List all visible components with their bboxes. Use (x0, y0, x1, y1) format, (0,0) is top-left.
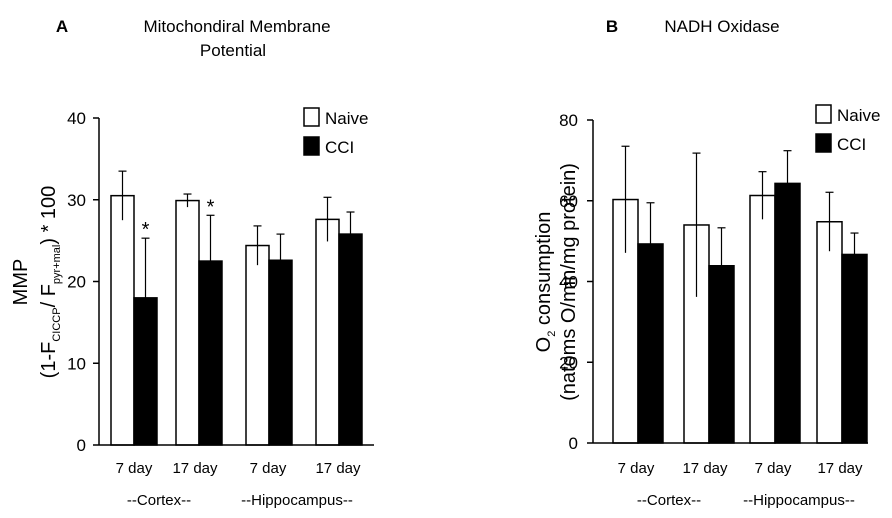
x-category-label: 17 day (315, 460, 361, 477)
y-tick-label: 20 (67, 273, 86, 292)
x-group-labels: --Cortex-- --Hippocampus-- (637, 492, 855, 509)
bar-naive (175, 199, 200, 446)
legend: Naive CCI (815, 104, 880, 154)
x-category-labels: 7 day 17 day 7 day 17 day (116, 460, 361, 477)
x-category-label: 7 day (755, 460, 792, 477)
x-category-label: 7 day (618, 460, 655, 477)
bar-cci (338, 233, 363, 446)
y-tick-label: 0 (77, 436, 86, 455)
y-tick-label: 40 (67, 109, 86, 128)
y-label-suffix: consumption (533, 212, 555, 331)
x-group-label: --Hippocampus-- (241, 492, 353, 509)
chart-panel-b: B NADH Oxidase O2 consumption (natoms O/… (533, 17, 880, 509)
x-group-label: --Hippocampus-- (743, 492, 855, 509)
chart-title-line-1: NADH Oxidase (664, 17, 779, 36)
y-label-sep: / F (38, 284, 60, 307)
legend-swatch-naive (303, 107, 320, 127)
bar-naive (245, 244, 270, 446)
bar-naive (749, 194, 776, 444)
bar-cci (841, 253, 868, 444)
chart-title-line-2: Potential (200, 41, 266, 60)
legend-label-cci: CCI (837, 135, 866, 154)
legend-swatch-naive (815, 104, 832, 124)
y-tick-label: 30 (67, 191, 86, 210)
y-axis-label-line-2: (natoms O/min/mg protein) (558, 163, 580, 401)
x-category-label: 17 day (817, 460, 863, 477)
significance-markers: ** (142, 196, 215, 241)
y-axis-label-line-2: (1-FCICCP/ Fpyr+mal) * 100 (38, 186, 63, 379)
bar-cci (268, 259, 293, 446)
bar-naive (110, 194, 135, 446)
x-group-label: --Cortex-- (637, 492, 701, 509)
bars (110, 170, 363, 446)
chart-title-line-1: Mitochondiral Membrane (143, 17, 330, 36)
bar-naive (816, 220, 843, 444)
significance-asterisk: * (142, 219, 150, 241)
y-tick-label: 60 (559, 192, 578, 211)
legend-label-cci: CCI (325, 138, 354, 157)
bar-cci (774, 182, 801, 444)
x-category-label: 17 day (172, 460, 218, 477)
x-category-label: 7 day (116, 460, 153, 477)
y-tick-label: 20 (559, 353, 578, 372)
legend-label-naive: Naive (325, 109, 368, 128)
panel-label: B (606, 17, 618, 36)
legend-swatch-cci (815, 133, 832, 153)
significance-asterisk: * (207, 196, 215, 218)
panel-label: A (56, 17, 68, 36)
chart-panel-a: A Mitochondiral Membrane Potential MMP (… (10, 17, 374, 509)
y-axis-label-line-1: MMP (10, 259, 32, 306)
y-tick-label: 40 (559, 273, 578, 292)
y-label-sub: 2 (546, 331, 558, 337)
bar-naive (315, 218, 340, 446)
legend: Naive CCI (303, 107, 368, 157)
x-category-label: 17 day (682, 460, 728, 477)
y-label-sub-1: CICCP (51, 307, 63, 341)
x-category-label: 7 day (250, 460, 287, 477)
y-tick-label: 0 (569, 434, 578, 453)
y-axis-label-line-1: O2 consumption (533, 212, 558, 353)
bars (612, 145, 868, 444)
y-label-suffix: ) * 100 (38, 186, 60, 245)
y-axis-ticks: 0 10 20 30 40 (67, 109, 99, 455)
y-label-prefix: O (533, 337, 555, 353)
legend-label-naive: Naive (837, 106, 880, 125)
y-axis-ticks: 0 20 40 60 80 (559, 111, 593, 453)
y-label-sub-2: pyr+mal (51, 245, 63, 284)
axes (592, 120, 868, 444)
x-group-labels: --Cortex-- --Hippocampus-- (127, 492, 353, 509)
axes (98, 118, 374, 446)
y-tick-label: 80 (559, 111, 578, 130)
y-tick-label: 10 (67, 354, 86, 373)
legend-swatch-cci (303, 136, 320, 156)
x-group-label: --Cortex-- (127, 492, 191, 509)
x-category-labels: 7 day 17 day 7 day 17 day (618, 460, 863, 477)
y-label-prefix: (1-F (38, 342, 60, 379)
